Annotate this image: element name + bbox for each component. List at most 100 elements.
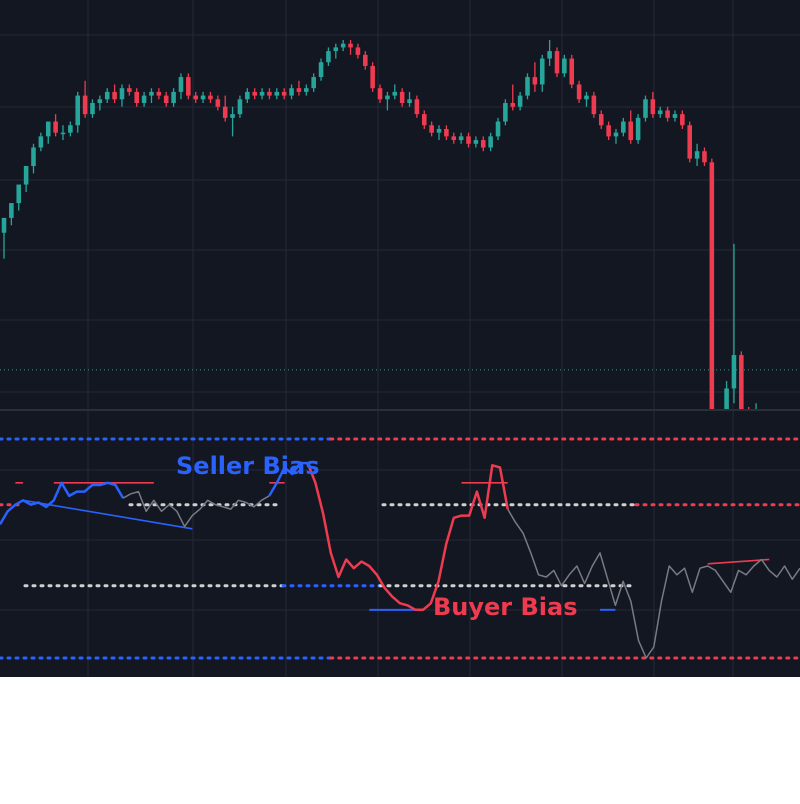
candle-up xyxy=(16,184,22,204)
candle-up xyxy=(525,77,530,96)
candle-down xyxy=(53,121,58,133)
candle-up xyxy=(643,99,648,118)
candle-down xyxy=(163,95,169,104)
candle-up xyxy=(149,91,154,96)
trendline xyxy=(22,499,193,530)
candle-up xyxy=(385,95,390,100)
candle-up xyxy=(562,58,567,74)
candle-up xyxy=(237,99,243,115)
candle-down xyxy=(355,47,361,55)
candle-up xyxy=(672,114,678,118)
candle-up xyxy=(473,140,479,144)
candle-up xyxy=(635,117,641,141)
price-panel xyxy=(0,40,800,410)
candle-down xyxy=(709,162,715,410)
candle-up xyxy=(23,166,29,185)
candle-up xyxy=(75,95,81,126)
candle-down xyxy=(348,43,353,48)
candle-down xyxy=(680,114,685,126)
candle-up xyxy=(340,43,346,48)
candle-down xyxy=(134,91,140,104)
candle-up xyxy=(694,151,700,159)
candle-up xyxy=(90,103,95,115)
candle-down xyxy=(569,58,575,85)
candle-down xyxy=(702,151,707,163)
candle-down xyxy=(156,91,162,96)
candle-up xyxy=(171,91,176,104)
candle-up xyxy=(38,136,44,148)
candle-up xyxy=(200,95,206,100)
candle-down xyxy=(510,103,516,107)
candle-down xyxy=(281,91,287,96)
candle-down xyxy=(296,88,302,92)
candle-up xyxy=(60,132,66,135)
candle-up xyxy=(97,99,103,104)
candle-down xyxy=(421,114,427,126)
seller-bias-label: Seller Bias xyxy=(176,452,319,480)
candle-down xyxy=(186,77,191,96)
candle-up xyxy=(45,121,51,137)
candle-down xyxy=(215,99,221,107)
candle-up xyxy=(289,88,294,96)
candle-down xyxy=(650,99,656,115)
candle-up xyxy=(104,91,110,100)
candle-down xyxy=(466,136,471,144)
candle-down xyxy=(480,140,486,148)
candle-down xyxy=(665,110,670,118)
oscillator-panel xyxy=(0,437,800,660)
candle-down xyxy=(628,121,634,141)
candle-down xyxy=(429,125,434,133)
candle-up xyxy=(230,114,235,118)
candles xyxy=(1,40,757,410)
trendline xyxy=(707,558,770,565)
candle-down xyxy=(112,91,117,100)
candle-down xyxy=(414,99,420,115)
candle-up xyxy=(621,121,626,133)
candle-up xyxy=(141,95,147,104)
candle-down xyxy=(363,54,368,66)
oscillator-line xyxy=(507,508,800,659)
candle-up xyxy=(503,103,508,122)
candle-up xyxy=(436,128,442,133)
candle-up xyxy=(731,355,737,389)
candle-up xyxy=(517,95,523,107)
candle-up xyxy=(245,91,250,100)
candle-up xyxy=(304,88,309,92)
candle-up xyxy=(458,136,464,141)
candle-up xyxy=(613,132,619,137)
candle-up xyxy=(326,51,331,63)
candle-up xyxy=(495,121,501,137)
candle-down xyxy=(82,95,88,115)
candle-down xyxy=(208,95,213,100)
candle-up xyxy=(584,95,589,100)
candle-down xyxy=(739,355,744,410)
oscillator-line xyxy=(0,481,125,526)
candle-down xyxy=(399,91,405,104)
candle-down xyxy=(451,136,457,141)
candle-down xyxy=(267,91,272,96)
candle-up xyxy=(31,147,36,167)
candle-down xyxy=(532,77,538,85)
oscillator-line xyxy=(268,461,308,497)
candle-down xyxy=(444,128,449,137)
candle-up xyxy=(488,136,493,148)
candle-up xyxy=(333,47,339,52)
candle-up xyxy=(407,99,412,104)
candle-down xyxy=(127,88,132,92)
candle-down xyxy=(598,114,604,126)
candle-up xyxy=(724,388,729,410)
candle-up xyxy=(259,91,265,96)
candle-up xyxy=(311,77,316,89)
candle-up xyxy=(547,51,552,59)
candle-up xyxy=(178,77,184,92)
candle-up xyxy=(539,58,545,85)
candle-down xyxy=(252,91,257,96)
candle-up xyxy=(9,203,14,218)
grid xyxy=(0,0,800,677)
candle-down xyxy=(377,88,383,100)
buyer-bias-label: Buyer Bias xyxy=(433,593,578,621)
oscillator-line xyxy=(306,462,509,612)
candle-up xyxy=(119,88,125,100)
